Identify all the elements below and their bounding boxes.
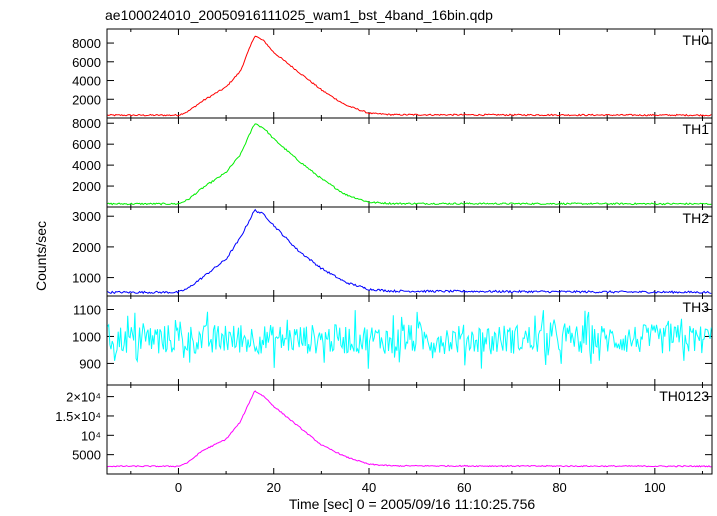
y-tick-label: 900 <box>79 356 101 371</box>
y-tick-label: 2×10⁴ <box>66 390 101 405</box>
x-tick-label: 40 <box>362 480 376 495</box>
panel-frame-th1 <box>106 117 713 208</box>
y-tick-label: 3000 <box>72 209 101 224</box>
y-tick-label: 10⁴ <box>81 428 101 443</box>
series-line-th1 <box>107 123 712 206</box>
y-tick-label: 1000 <box>72 329 101 344</box>
y-tick-label: 8000 <box>72 116 101 131</box>
y-tick-label: 4000 <box>72 74 101 89</box>
y-axis-label: Counts/sec <box>33 221 49 291</box>
panel-frame-th0123 <box>106 384 713 475</box>
x-tick-label: 60 <box>457 480 471 495</box>
x-axis-label: Time [sec] 0 = 2005/09/16 11:10:25.756 <box>289 496 536 512</box>
x-tick-label: 80 <box>552 480 566 495</box>
series-line-th2 <box>107 208 712 295</box>
y-tick-label: 6000 <box>72 137 101 152</box>
y-tick-label: 8000 <box>72 36 101 51</box>
panel-label-th2: TH2 <box>683 210 710 226</box>
panels-group: 2000 4000 6000 8000 TH0 2000 4000 6000 8000 TH1 10… <box>55 28 713 495</box>
y-tick-label: 2000 <box>72 92 101 107</box>
x-tick-label: 100 <box>644 480 666 495</box>
chart-title: ae100024010_20050916111025_wam1_bst_4ban… <box>105 7 493 23</box>
y-tick-label: 6000 <box>72 55 101 70</box>
y-tick-label: 2000 <box>72 179 101 194</box>
panel-label-th3: TH3 <box>683 299 710 315</box>
y-tick-label: 1.5×10⁴ <box>55 409 101 424</box>
y-tick-label: 5000 <box>72 448 101 463</box>
panel-frame-th2 <box>106 206 713 297</box>
y-tick-label: 1100 <box>73 302 101 317</box>
y-tick-label: 1000 <box>72 271 101 286</box>
y-tick-label: 2000 <box>72 240 101 255</box>
panel-label-th1: TH1 <box>683 121 710 137</box>
series-line-th3 <box>107 310 712 369</box>
y-tick-label: 4000 <box>72 158 101 173</box>
series-line-th0 <box>107 35 712 117</box>
x-tick-label: 0 <box>175 480 182 495</box>
series-line-th0123 <box>107 390 712 468</box>
x-tick-label: 20 <box>266 480 280 495</box>
panel-label-th0: TH0 <box>683 32 710 48</box>
panel-label-th0123: TH0123 <box>659 388 709 404</box>
